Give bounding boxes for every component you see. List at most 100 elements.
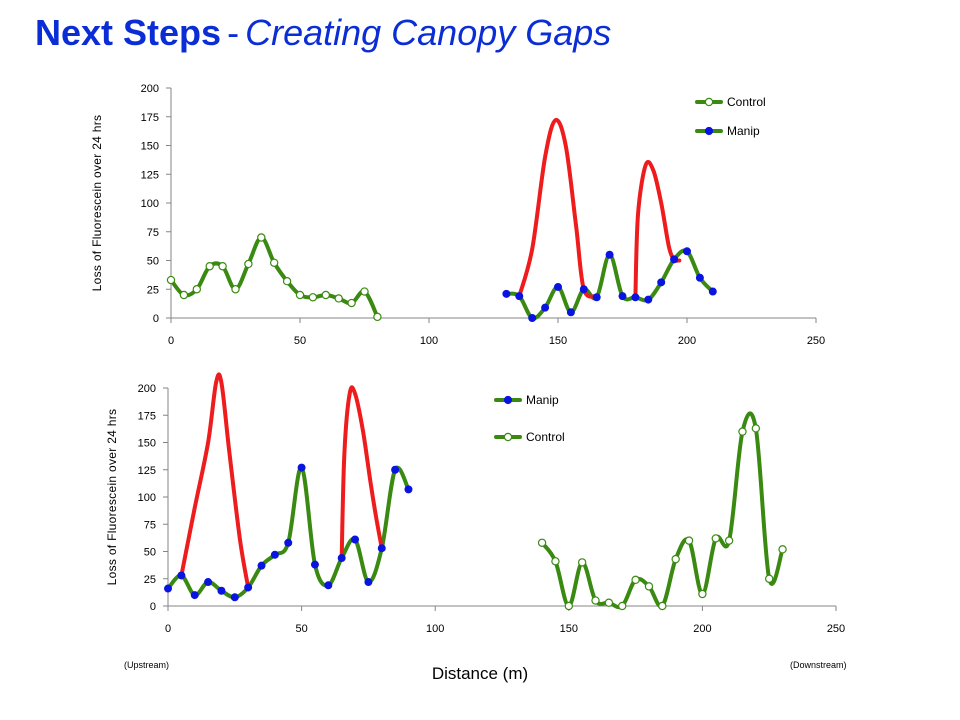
- data-point-control: [231, 285, 240, 294]
- data-point-control: [308, 293, 318, 302]
- data-point-control: [321, 290, 330, 300]
- data-point-control: [551, 557, 560, 566]
- x-tick-label: 250: [827, 623, 845, 635]
- canopy-gap-highlight: [179, 372, 251, 590]
- x-tick-label: 150: [560, 623, 578, 635]
- data-point-control: [631, 575, 640, 585]
- data-point-manip: [541, 303, 550, 312]
- series-line-control: [540, 411, 785, 610]
- y-tick-label: 200: [138, 383, 156, 395]
- data-point-control: [282, 277, 292, 286]
- canopy-gap-highlight: [633, 159, 682, 300]
- data-point-manip: [566, 308, 575, 317]
- series-line-control: [169, 235, 380, 319]
- data-point-manip: [297, 463, 306, 472]
- y-tick-label: 25: [144, 574, 156, 586]
- data-point-control: [711, 534, 720, 543]
- chart-2: 0 25 50 75 100 125 150 175 200 0 50 100 150 200 250 Los…: [105, 372, 845, 635]
- data-point-manip: [683, 247, 692, 256]
- y-tick-label: 125: [141, 169, 159, 181]
- data-point-control: [295, 290, 305, 300]
- y-tick-label: 75: [147, 227, 159, 239]
- upstream-note: (Upstream): [124, 660, 170, 670]
- data-point-manip: [310, 560, 319, 569]
- data-point-manip: [695, 273, 704, 282]
- data-point-manip: [163, 584, 172, 593]
- legend: Control Manip: [695, 95, 766, 138]
- x-tick-label: 200: [678, 335, 696, 347]
- data-point-control: [270, 258, 279, 267]
- canopy-gap-highlight: [517, 118, 599, 299]
- data-point-manip: [284, 538, 293, 547]
- data-point-control: [360, 287, 369, 296]
- x-tick-label: 100: [426, 623, 444, 635]
- y-tick-label: 0: [153, 313, 159, 325]
- legend: Manip Control: [494, 393, 565, 444]
- data-point-manip: [257, 561, 266, 570]
- data-point-manip: [605, 250, 614, 259]
- y-axis-label: Loss of Fluorescein over 24 hrs: [90, 115, 104, 292]
- legend-swatch-marker: [503, 395, 513, 405]
- data-point-control: [778, 545, 787, 554]
- data-point-control: [698, 589, 707, 599]
- legend-label-manip: Manip: [526, 393, 559, 407]
- x-tick-label: 150: [549, 335, 567, 347]
- data-point-manip: [404, 485, 413, 494]
- data-point-manip: [230, 593, 239, 602]
- data-point-control: [577, 558, 587, 567]
- x-tick-label: 0: [165, 623, 171, 635]
- data-point-control: [618, 601, 627, 611]
- legend-swatch-marker: [503, 432, 513, 442]
- data-point-manip: [657, 278, 666, 287]
- data-point-control: [537, 538, 547, 547]
- data-point-control: [373, 312, 382, 322]
- chart-1: 0 25 50 75 100 125 150 175 200 0 50 100 150 200 250 Los…: [90, 83, 825, 347]
- data-point-manip: [364, 578, 373, 587]
- data-point-control: [166, 275, 176, 285]
- data-point-manip: [528, 313, 537, 322]
- y-tick-label: 175: [138, 410, 156, 422]
- data-point-control: [192, 285, 201, 294]
- data-point-manip: [670, 255, 679, 264]
- data-point-manip: [708, 287, 717, 296]
- data-point-control: [591, 596, 600, 605]
- data-point-manip: [244, 583, 253, 592]
- title-separator: -: [227, 12, 240, 53]
- legend-label-control: Control: [727, 95, 766, 109]
- data-point-manip: [515, 292, 524, 301]
- slide-title: Next Steps - Creating Canopy Gaps: [35, 12, 611, 54]
- legend-swatch-marker: [704, 97, 714, 107]
- y-tick-label: 100: [138, 492, 156, 504]
- data-point-control: [564, 601, 574, 611]
- data-point-manip: [631, 293, 640, 302]
- legend-label-manip: Manip: [727, 124, 760, 138]
- data-point-control: [658, 601, 667, 611]
- data-point-manip: [592, 293, 601, 302]
- y-tick-label: 0: [150, 601, 156, 613]
- y-tick-label: 75: [144, 519, 156, 531]
- data-point-manip: [618, 292, 627, 301]
- data-point-manip: [270, 550, 279, 559]
- y-tick-label: 25: [147, 284, 159, 296]
- data-point-manip: [391, 465, 400, 474]
- data-point-manip: [377, 544, 386, 553]
- legend-swatch-marker: [704, 126, 714, 136]
- data-point-control: [671, 554, 680, 564]
- y-tick-label: 175: [141, 112, 159, 124]
- series-line-manip: [504, 248, 715, 321]
- data-point-manip: [554, 282, 563, 291]
- data-point-control: [218, 262, 227, 271]
- y-tick-label: 50: [147, 256, 159, 268]
- legend-label-control: Control: [526, 430, 565, 444]
- data-point-control: [644, 582, 654, 591]
- data-point-control: [604, 598, 614, 607]
- x-tick-label: 50: [294, 335, 306, 347]
- y-axis-label: Loss of Fluorescein over 24 hrs: [105, 409, 119, 586]
- data-point-manip: [579, 285, 588, 294]
- data-point-control: [257, 233, 266, 242]
- title-subtitle: Creating Canopy Gaps: [245, 12, 612, 53]
- data-point-manip: [351, 535, 360, 544]
- y-tick-label: 125: [138, 465, 156, 477]
- data-point-control: [765, 574, 774, 583]
